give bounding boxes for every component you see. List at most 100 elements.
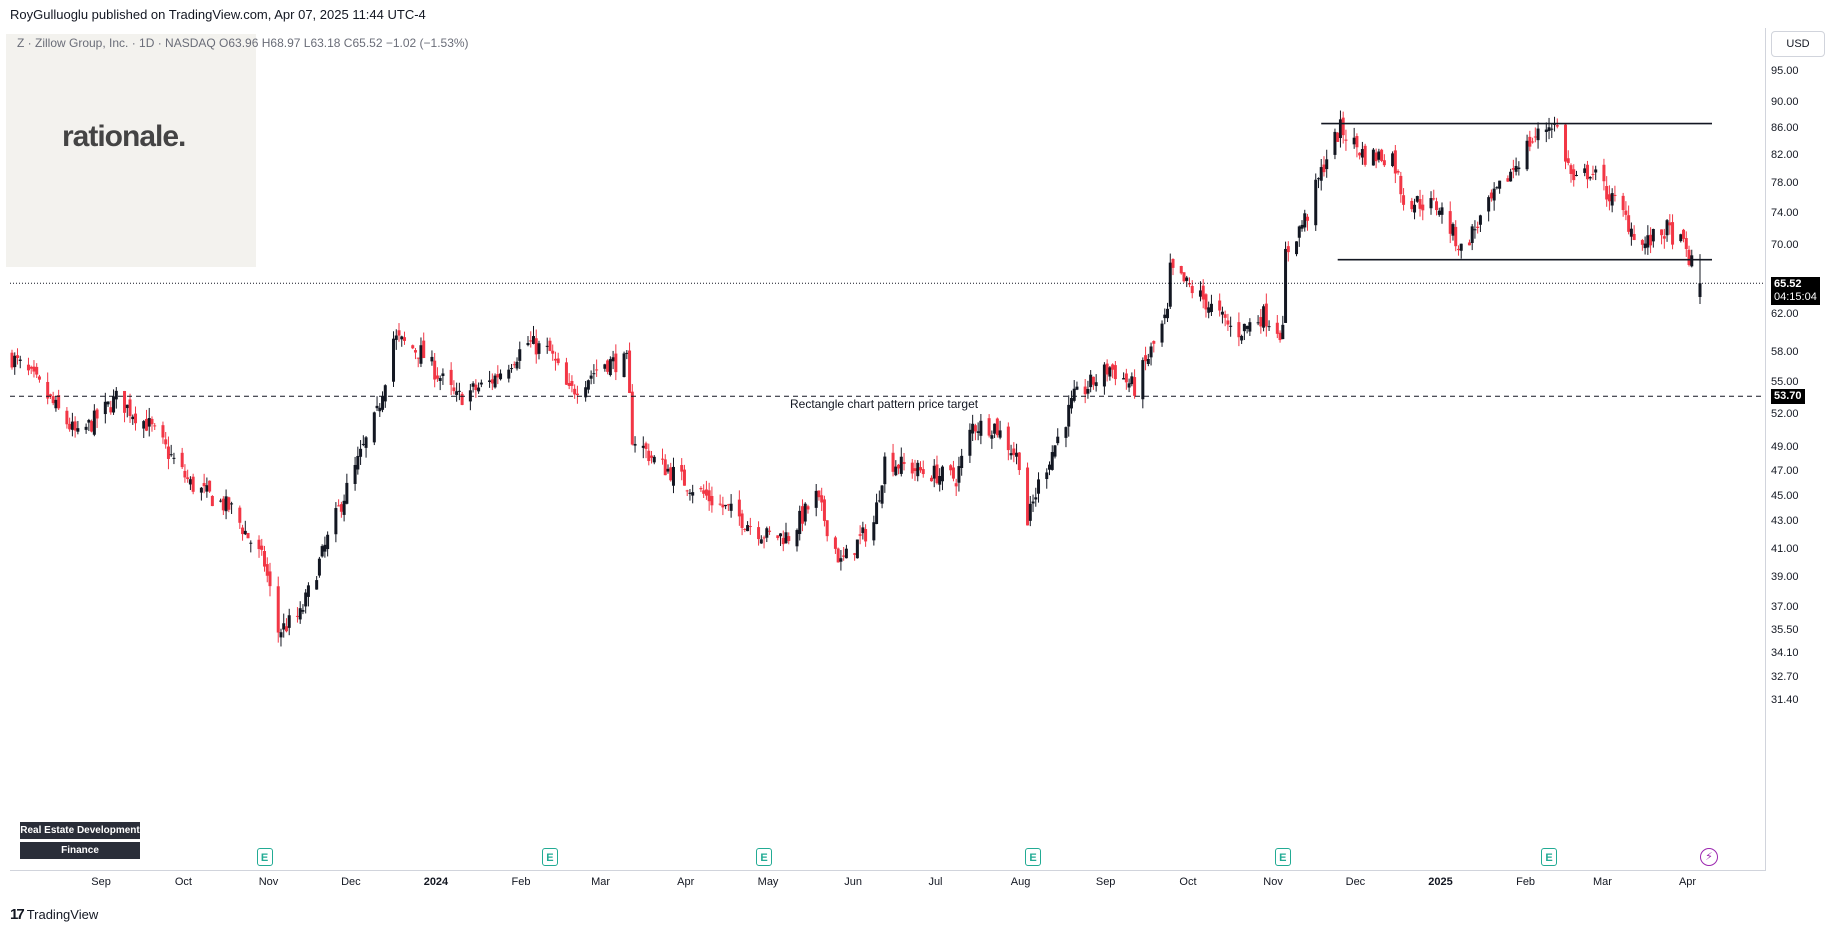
candle-body [131,416,135,420]
candle-body [238,507,242,523]
earnings-icon[interactable]: E [1025,848,1042,866]
candle-body [183,470,187,478]
earnings-icon[interactable]: E [1541,848,1558,866]
candle-body [1160,323,1164,343]
chart-plot-area[interactable] [10,28,1766,871]
candle-body [263,550,267,567]
candle-body [125,404,129,409]
candle-body [230,503,234,505]
candle-body [1566,158,1570,163]
time-axis-label: Oct [1179,876,1197,888]
currency-selector[interactable]: USD [1771,31,1825,57]
candle-body [853,553,857,555]
candle-body [1083,386,1087,395]
earnings-icon[interactable]: E [541,848,558,866]
candle-body [551,350,555,354]
candle-body [883,456,887,485]
earnings-icon[interactable]: E [256,848,273,866]
candle-body [586,380,590,390]
lightning-icon[interactable]: ⚡ [1700,848,1718,866]
candle-body [1316,178,1320,180]
logo-panel [6,34,256,267]
candle-body [306,585,310,597]
candle-body [1555,125,1559,127]
candle-body [1053,445,1057,457]
candle-body [1198,290,1202,297]
candle-body [825,520,829,537]
candle-body [1091,376,1095,385]
candle-body [663,459,667,476]
candlestick-chart[interactable] [10,28,1765,870]
candle-body [304,592,308,607]
candle-body [1067,404,1071,427]
candle-body [1360,149,1364,158]
candle-body [18,359,22,361]
sector-badge[interactable]: Real Estate Development [20,822,140,839]
candle-body [814,490,818,508]
candle-body [861,527,865,534]
candle-body [606,360,610,372]
candle-body [441,373,445,377]
candle-body [265,564,269,576]
candle-body [633,443,637,446]
candle-body [188,479,192,485]
candle-body [1325,159,1329,170]
category-badge[interactable]: Finance [20,842,140,859]
candle-body [842,555,846,557]
candle-body [1297,226,1301,238]
candle-body [430,356,434,362]
candle-body [644,443,648,449]
candle-body [1278,332,1282,341]
candle-body [257,539,261,550]
candle-body [1220,311,1224,315]
candle-body [1267,326,1271,328]
candle-body [339,504,343,512]
candle-body [144,418,148,431]
candle-body [1130,376,1134,385]
candle-body [1237,322,1241,338]
candle-body [894,466,898,476]
candle-body [246,532,250,539]
candle-body [1506,178,1510,182]
candle-body [364,437,368,448]
candle-body [1572,169,1576,181]
candle-body [1402,195,1406,205]
time-axis-label: Aug [1010,876,1031,888]
candle-body [1275,322,1279,334]
candle-body [29,366,33,369]
candle-body [776,535,780,539]
candle-body [1476,226,1480,228]
candle-body [567,383,571,386]
price-axis-label: 41.00 [1771,542,1799,555]
candle-body [1698,283,1702,297]
candle-body [534,338,538,355]
candle-body [1303,213,1307,228]
footer-brand[interactable]: 17 TradingView [10,906,98,923]
earnings-icon[interactable]: E [756,848,773,866]
candle-body [84,426,88,430]
price-axis-label: 34.10 [1771,647,1799,660]
candle-body [1643,243,1647,249]
price-target-annotation[interactable]: Rectangle chart pattern price target [790,397,979,412]
price-axis-label: 74.00 [1771,207,1799,220]
candle-body [1048,464,1052,470]
candle-body [1223,314,1227,318]
candle-body [998,430,1002,438]
candle-body [411,345,415,349]
candle-body [795,530,799,547]
symbol-info-line[interactable]: Z · Zillow Group, Inc. · 1D · NASDAQ O63… [17,36,469,50]
time-axis-label: Mar [591,876,611,888]
candle-body [490,379,494,384]
candle-body [762,537,766,539]
candle-body [1632,233,1636,241]
earnings-icon[interactable]: E [1274,848,1291,866]
candle-body [1435,201,1439,211]
candle-body [1207,307,1211,313]
time-axis-label: Feb [1516,876,1536,888]
candle-body [224,496,228,512]
candle-body [208,480,212,492]
candle-body [402,337,406,341]
rationale-logo: rationale. [62,120,186,153]
candle-body [1072,388,1076,401]
candle-body [1144,355,1148,362]
